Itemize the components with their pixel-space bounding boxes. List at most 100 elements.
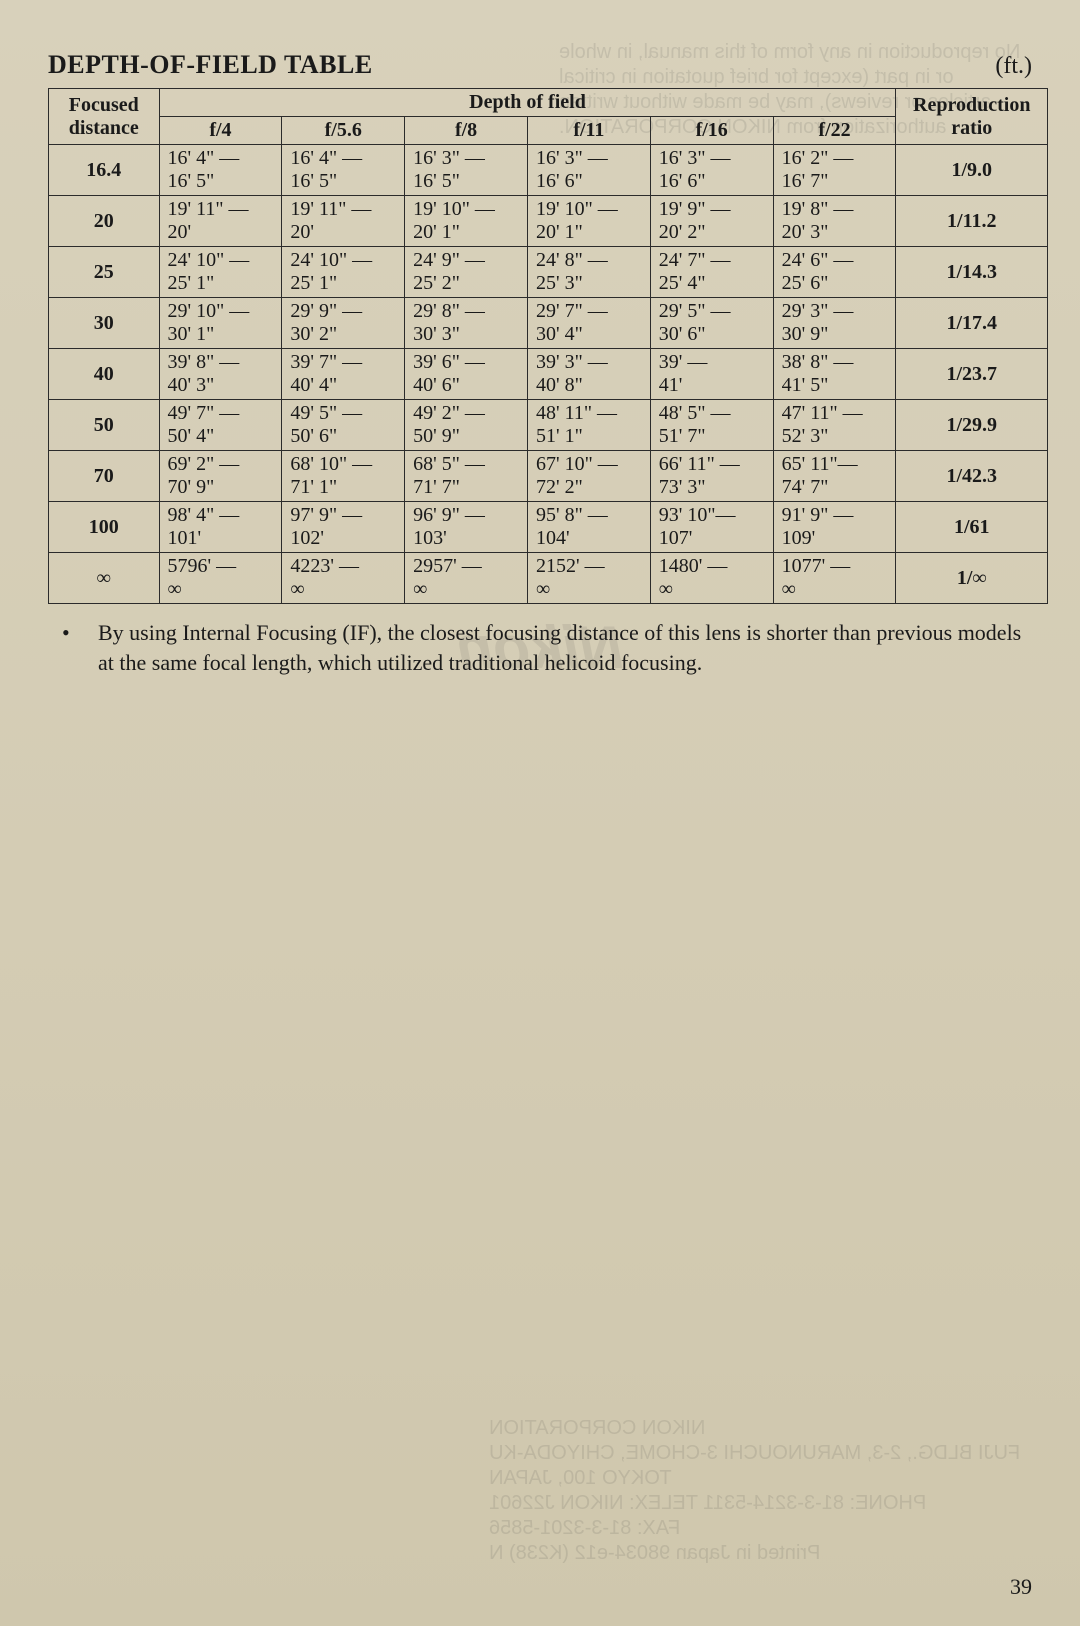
dof-near-value: 29' 8" — [413, 300, 519, 323]
dof-range-cell: 39' 6" —40' 6" [405, 349, 528, 400]
header-aperture: f/4 [159, 117, 282, 145]
dof-far-value: ∞ [782, 578, 888, 601]
dof-far-value: ∞ [413, 578, 519, 601]
dof-near-value: 49' 2" — [413, 402, 519, 425]
dof-far-value: 70' 9" [168, 476, 274, 499]
dof-near-value: 29' 3" — [782, 300, 888, 323]
dof-near-value: 39' 3" — [536, 351, 642, 374]
dof-range-cell: 19' 10" —20' 1" [405, 196, 528, 247]
dof-far-value: 41' 5" [782, 374, 888, 397]
dof-far-value: 104' [536, 527, 642, 550]
dof-range-cell: 49' 7" —50' 4" [159, 400, 282, 451]
dof-far-value: 107' [659, 527, 765, 550]
page-number: 39 [1010, 1574, 1032, 1600]
dof-near-value: 16' 3" — [536, 147, 642, 170]
dof-far-value: ∞ [536, 578, 642, 601]
dof-far-value: 40' 3" [168, 374, 274, 397]
focused-distance-cell: 16.4 [49, 145, 160, 196]
dof-near-value: 19' 11" — [168, 198, 274, 221]
dof-range-cell: 39' 8" —40' 3" [159, 349, 282, 400]
dof-range-cell: 39' —41' [650, 349, 773, 400]
dof-near-value: 24' 10" — [168, 249, 274, 272]
dof-near-value: 1480' — [659, 555, 765, 578]
dof-range-cell: 29' 8" —30' 3" [405, 298, 528, 349]
dof-range-cell: 19' 11" —20' [159, 196, 282, 247]
dof-far-value: 25' 1" [290, 272, 396, 295]
dof-range-cell: 16' 4" —16' 5" [159, 145, 282, 196]
dof-far-value: 40' 8" [536, 374, 642, 397]
dof-near-value: 16' 3" — [659, 147, 765, 170]
header-aperture: f/5.6 [282, 117, 405, 145]
table-row: 16.416' 4" —16' 5"16' 4" —16' 5"16' 3" —… [49, 145, 1048, 196]
table-body: 16.416' 4" —16' 5"16' 4" —16' 5"16' 3" —… [49, 145, 1048, 604]
dof-range-cell: 1077' —∞ [773, 553, 896, 604]
dof-range-cell: 98' 4" —101' [159, 502, 282, 553]
dof-far-value: 51' 1" [536, 425, 642, 448]
dof-range-cell: 29' 5" —30' 6" [650, 298, 773, 349]
header-aperture: f/11 [527, 117, 650, 145]
dof-near-value: 39' — [659, 351, 765, 374]
unit-label: (ft.) [995, 53, 1032, 80]
dof-near-value: 68' 5" — [413, 453, 519, 476]
dof-near-value: 19' 8" — [782, 198, 888, 221]
dof-range-cell: 16' 4" —16' 5" [282, 145, 405, 196]
dof-far-value: 20' 2" [659, 221, 765, 244]
dof-range-cell: 96' 9" —103' [405, 502, 528, 553]
focused-distance-cell: 50 [49, 400, 160, 451]
dof-range-cell: 5796' —∞ [159, 553, 282, 604]
focused-distance-cell: 100 [49, 502, 160, 553]
dof-far-value: 73' 3" [659, 476, 765, 499]
dof-far-value: 16' 5" [168, 170, 274, 193]
dof-range-cell: 38' 8" —41' 5" [773, 349, 896, 400]
dof-far-value: 16' 5" [413, 170, 519, 193]
dof-near-value: 29' 5" — [659, 300, 765, 323]
reproduction-ratio-cell: 1/∞ [896, 553, 1048, 604]
dof-near-value: 49' 5" — [290, 402, 396, 425]
dof-near-value: 48' 5" — [659, 402, 765, 425]
table-row: 7069' 2" —70' 9"68' 10" —71' 1"68' 5" —7… [49, 451, 1048, 502]
dof-range-cell: 65' 11"—74' 7" [773, 451, 896, 502]
header-aperture: f/8 [405, 117, 528, 145]
dof-near-value: 97' 9" — [290, 504, 396, 527]
dof-far-value: 50' 6" [290, 425, 396, 448]
dof-far-value: 25' 2" [413, 272, 519, 295]
dof-range-cell: 16' 3" —16' 5" [405, 145, 528, 196]
dof-near-value: 24' 8" — [536, 249, 642, 272]
table-row: 3029' 10" —30' 1"29' 9" —30' 2"29' 8" —3… [49, 298, 1048, 349]
dof-range-cell: 69' 2" —70' 9" [159, 451, 282, 502]
dof-range-cell: 2957' —∞ [405, 553, 528, 604]
dof-range-cell: 67' 10" —72' 2" [527, 451, 650, 502]
dof-range-cell: 39' 3" —40' 8" [527, 349, 650, 400]
ghost-text-bottom: NIKON CORPORATIONFUJI BLDG., 2-3, MARUNO… [489, 1416, 1020, 1566]
dof-range-cell: 47' 11" —52' 3" [773, 400, 896, 451]
dof-range-cell: 19' 9" —20' 2" [650, 196, 773, 247]
dof-far-value: 51' 7" [659, 425, 765, 448]
focused-distance-cell: 40 [49, 349, 160, 400]
dof-near-value: 19' 10" — [536, 198, 642, 221]
focused-distance-cell: 25 [49, 247, 160, 298]
header-focused-distance: Focused distance [49, 89, 160, 145]
dof-near-value: 16' 2" — [782, 147, 888, 170]
title-row: DEPTH-OF-FIELD TABLE (ft.) [48, 50, 1032, 80]
dof-near-value: 69' 2" — [168, 453, 274, 476]
dof-near-value: 19' 9" — [659, 198, 765, 221]
dof-near-value: 98' 4" — [168, 504, 274, 527]
footnote-text: By using Internal Focusing (IF), the clo… [98, 620, 1021, 675]
table-row: 10098' 4" —101'97' 9" —102'96' 9" —103'9… [49, 502, 1048, 553]
dof-near-value: 39' 8" — [168, 351, 274, 374]
dof-range-cell: 29' 9" —30' 2" [282, 298, 405, 349]
dof-far-value: 20' 3" [782, 221, 888, 244]
dof-far-value: 71' 1" [290, 476, 396, 499]
dof-far-value: 25' 4" [659, 272, 765, 295]
page: No reproduction in any form of this manu… [0, 0, 1080, 1626]
dof-near-value: 66' 11" — [659, 453, 765, 476]
dof-far-value: 30' 6" [659, 323, 765, 346]
dof-range-cell: 4223' —∞ [282, 553, 405, 604]
dof-near-value: 2957' — [413, 555, 519, 578]
dof-far-value: 16' 6" [536, 170, 642, 193]
table-row: 2524' 10" —25' 1"24' 10" —25' 1"24' 9" —… [49, 247, 1048, 298]
dof-far-value: 20' [290, 221, 396, 244]
dof-range-cell: 91' 9" —109' [773, 502, 896, 553]
reproduction-ratio-cell: 1/23.7 [896, 349, 1048, 400]
dof-near-value: 4223' — [290, 555, 396, 578]
